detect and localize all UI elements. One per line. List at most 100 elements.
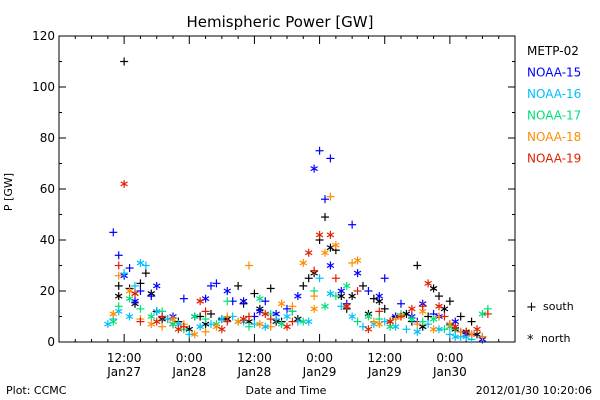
south-point xyxy=(359,281,367,290)
legend: METP-02 NOAA-15 NOAA-16 NOAA-17 NOAA-18 NOAA-… xyxy=(527,44,581,166)
south-point xyxy=(266,322,275,331)
y-tick-label: 100 xyxy=(32,80,55,94)
x-tick-date-label: Jan29 xyxy=(367,365,402,379)
north-point xyxy=(169,315,177,324)
north-point xyxy=(283,312,291,321)
north-point xyxy=(348,292,356,301)
north-point xyxy=(451,332,460,341)
north-point xyxy=(348,312,356,321)
north-point xyxy=(424,279,432,288)
north-point xyxy=(304,248,313,257)
north-point xyxy=(364,325,373,334)
south-point xyxy=(141,269,150,278)
south-point xyxy=(131,281,139,290)
legend-entry: METP-02 xyxy=(527,44,579,58)
north-point xyxy=(326,261,335,270)
south-point xyxy=(380,304,389,313)
south-point xyxy=(315,274,324,283)
south-point xyxy=(288,317,297,326)
south-point xyxy=(223,297,232,306)
south-point xyxy=(299,281,308,290)
south-point xyxy=(413,320,422,329)
north-point xyxy=(321,302,329,311)
x-axis: 12:00Jan270:00Jan2812:00Jan280:00Jan2912… xyxy=(58,36,516,379)
north-point xyxy=(294,292,302,301)
x-axis-label: Date and Time xyxy=(246,384,327,397)
south-point xyxy=(201,327,210,336)
north-point xyxy=(283,322,291,331)
footer-left: Plot: CCMC xyxy=(6,384,67,397)
south-point xyxy=(207,309,215,318)
north-point xyxy=(136,258,145,267)
y-axis-label: P [GW] xyxy=(2,173,15,211)
south-point xyxy=(212,279,221,288)
north-point xyxy=(223,287,232,295)
north-point xyxy=(218,325,226,334)
north-point xyxy=(125,312,134,321)
north-point xyxy=(114,292,123,301)
south-point xyxy=(478,332,487,341)
north-point xyxy=(256,320,264,329)
south-point xyxy=(114,302,123,311)
south-point xyxy=(114,271,123,280)
north-point xyxy=(131,297,139,306)
north-point xyxy=(256,307,264,316)
south-point xyxy=(283,304,291,313)
south-point xyxy=(440,312,449,321)
south-point xyxy=(424,320,433,329)
north-point xyxy=(353,256,362,265)
south-point xyxy=(141,261,150,270)
south-point xyxy=(223,317,232,326)
south-point xyxy=(418,302,427,311)
north-point xyxy=(386,317,394,326)
south-point xyxy=(348,220,357,229)
south-point xyxy=(424,312,433,321)
legend-entry: NOAA-19 xyxy=(527,152,581,166)
north-point xyxy=(196,297,204,306)
north-point xyxy=(174,325,183,334)
south-point xyxy=(266,315,275,324)
south-point xyxy=(397,312,405,321)
y-axis: 0 20 40 60 80 100 120 xyxy=(32,29,515,349)
north-point xyxy=(375,320,384,329)
north-point xyxy=(147,312,156,321)
south-point xyxy=(348,258,357,267)
x-tick-date-label: Jan30 xyxy=(432,365,467,379)
y-tick-label: 0 xyxy=(47,335,55,349)
north-point xyxy=(342,281,351,290)
south-point xyxy=(245,312,253,321)
south-point xyxy=(364,287,373,295)
south-point xyxy=(179,294,188,303)
south-point xyxy=(375,307,384,316)
y-tick-label: 80 xyxy=(40,131,55,145)
north-point xyxy=(310,164,318,173)
footer-right: 2012/01/30 10:20:06 xyxy=(476,384,592,397)
north-point xyxy=(310,304,318,313)
south-point xyxy=(250,320,259,329)
marker-legend: + south * north xyxy=(526,300,574,348)
north-symbol: * xyxy=(527,333,534,348)
legend-entry: NOAA-17 xyxy=(527,109,581,123)
x-tick-date-label: Jan29 xyxy=(302,365,337,379)
north-point xyxy=(321,248,329,257)
north-point xyxy=(109,317,118,326)
north-point xyxy=(201,294,210,303)
south-point xyxy=(304,274,313,283)
north-point xyxy=(326,230,335,239)
north-point xyxy=(304,317,313,326)
south-point xyxy=(147,292,156,301)
south-point xyxy=(462,327,471,336)
north-point xyxy=(429,315,438,324)
north-point xyxy=(190,312,199,321)
south-point xyxy=(402,325,411,334)
south-point xyxy=(321,195,329,204)
north-point xyxy=(326,289,335,298)
south-symbol: + xyxy=(526,300,537,315)
south-point xyxy=(250,289,259,298)
north-point xyxy=(429,284,438,293)
north-point xyxy=(234,317,242,326)
north-point xyxy=(277,299,286,308)
south-point xyxy=(331,274,340,283)
south-point xyxy=(397,299,405,308)
